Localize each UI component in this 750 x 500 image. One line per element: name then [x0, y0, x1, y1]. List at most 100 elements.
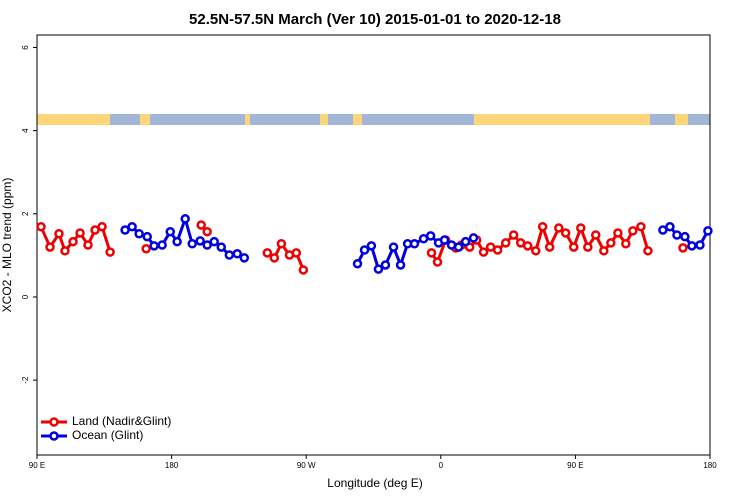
data-point: [97, 221, 107, 232]
legend-marker: [49, 431, 59, 441]
x-tick-label: 90 E: [29, 461, 45, 470]
data-point: [658, 225, 668, 235]
data-point: [127, 221, 137, 232]
data-point: [75, 228, 85, 238]
data-point: [380, 260, 391, 270]
data-point: [599, 246, 609, 256]
data-point: [569, 242, 579, 252]
data-point: [269, 253, 280, 263]
data-point: [276, 239, 287, 249]
data-point: [665, 221, 675, 232]
data-point: [157, 240, 167, 250]
data-point: [149, 241, 159, 251]
data-point: [500, 238, 511, 248]
data-point: [537, 221, 548, 232]
y-tick-label: -2: [21, 376, 30, 384]
data-point: [105, 247, 115, 257]
plot-frame: [36, 34, 711, 456]
data-point: [606, 238, 616, 248]
data-point: [409, 239, 420, 249]
data-point: [142, 231, 152, 242]
x-tick-label: 180: [703, 461, 717, 470]
data-point: [262, 248, 273, 258]
data-point: [613, 228, 623, 238]
data-point: [680, 231, 690, 242]
data-point: [187, 239, 197, 249]
data-point: [388, 242, 399, 252]
data-point: [83, 240, 93, 250]
data-point: [508, 230, 519, 240]
data-point: [703, 226, 713, 236]
data-point: [90, 225, 100, 235]
data-point: [60, 246, 70, 256]
data-point: [68, 236, 78, 247]
chart-title: 52.5N-57.5N March (Ver 10) 2015-01-01 to…: [189, 11, 561, 28]
data-point: [453, 242, 464, 252]
data-point: [239, 253, 250, 263]
legend-marker: [49, 417, 59, 427]
data-point: [636, 221, 646, 232]
data-point: [695, 240, 705, 250]
data-point: [678, 243, 688, 253]
data-point: [373, 264, 384, 274]
x-tick-label: 0: [439, 461, 444, 470]
map-strip: [37, 114, 710, 125]
data-point: [36, 221, 46, 232]
data-point: [232, 248, 243, 259]
data-point: [224, 250, 235, 260]
data-point: [291, 248, 302, 258]
data-point: [468, 233, 479, 243]
data-point: [298, 265, 309, 275]
data-point: [45, 242, 55, 252]
data-point: [432, 257, 443, 267]
data-point: [576, 223, 586, 233]
legend-label: Ocean (Glint): [72, 428, 143, 442]
data-point: [531, 246, 541, 256]
data-point: [460, 236, 471, 247]
y-axis-label: XCO2 - MLO trend (ppm): [0, 178, 14, 313]
legend-label: Land (Nadir&Glint): [72, 414, 171, 428]
x-tick-label: 90 E: [567, 461, 583, 470]
data-point: [120, 225, 130, 235]
x-tick-label: 180: [165, 461, 179, 470]
y-tick-label: 4: [21, 128, 30, 133]
data-point: [216, 242, 227, 252]
data-point: [628, 226, 638, 236]
data-point: [165, 226, 176, 237]
data-point: [195, 236, 205, 246]
data-point: [352, 258, 363, 269]
y-tick-label: 0: [21, 294, 30, 299]
data-point: [425, 231, 436, 241]
x-tick-label: 90 W: [297, 461, 316, 470]
data-point: [544, 242, 555, 252]
data-point: [426, 248, 437, 258]
data-point: [621, 239, 631, 249]
data-point: [366, 241, 377, 251]
data-point: [643, 246, 653, 256]
y-tick-label: 6: [21, 45, 30, 50]
data-point: [554, 223, 564, 233]
data-point: [172, 236, 182, 247]
data-point: [141, 243, 151, 254]
data-point: [672, 230, 682, 240]
data-point: [560, 228, 571, 238]
data-point: [478, 247, 489, 257]
data-point: [196, 220, 206, 230]
data-point: [202, 240, 212, 250]
data-point: [359, 245, 370, 255]
data-point: [209, 236, 219, 247]
data-point: [180, 214, 190, 224]
data-point: [134, 229, 144, 239]
data-point: [583, 242, 593, 252]
data-point: [54, 229, 64, 239]
data-point: [202, 226, 212, 237]
data-point: [492, 245, 503, 255]
data-point: [522, 241, 533, 251]
y-tick-label: 2: [21, 211, 30, 216]
data-point: [687, 241, 697, 251]
data-point: [439, 235, 450, 245]
data-point: [590, 230, 601, 240]
data-point: [395, 260, 406, 270]
x-axis-label: Longitude (deg E): [327, 476, 422, 490]
